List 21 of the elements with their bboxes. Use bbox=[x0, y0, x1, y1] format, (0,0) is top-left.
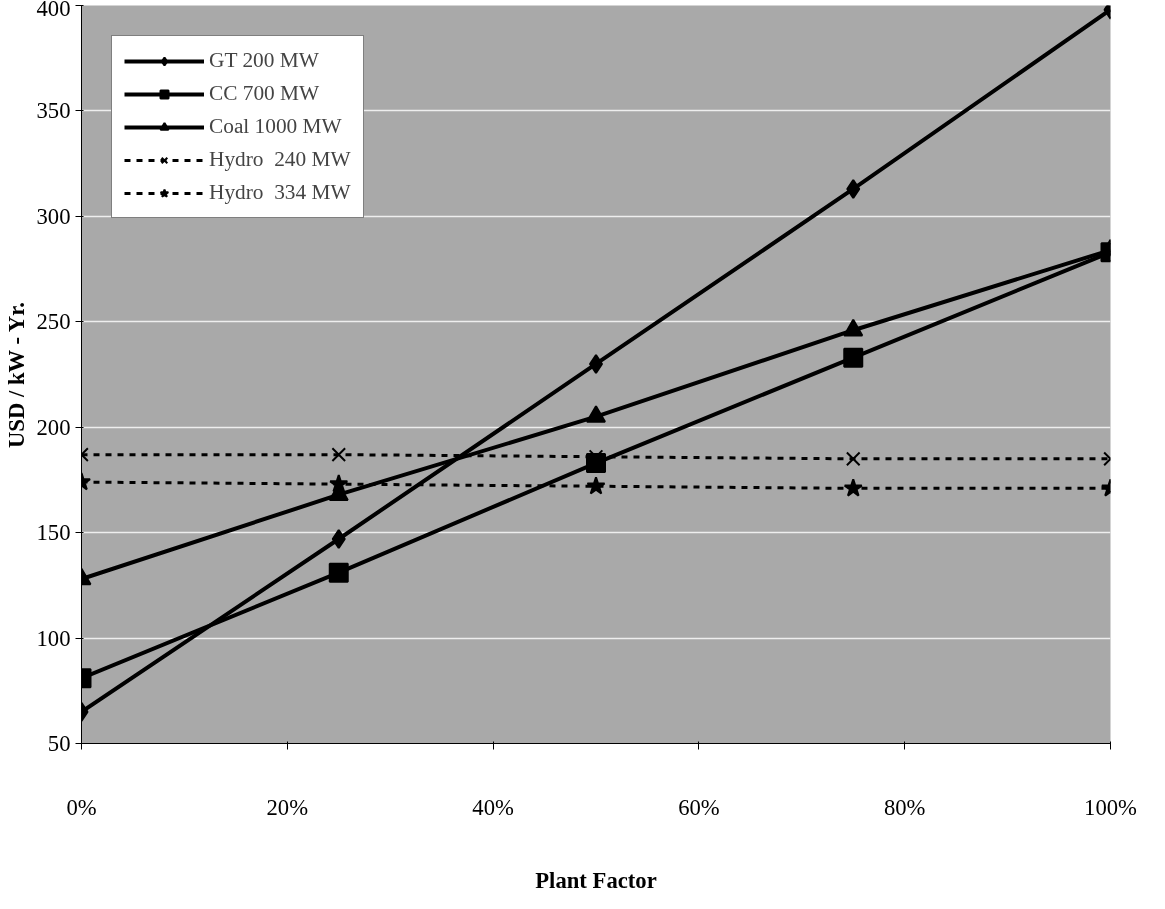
x-tick-label: 20% bbox=[266, 794, 309, 820]
y-tick-label: 300 bbox=[36, 203, 71, 229]
y-tick-label: 100 bbox=[36, 625, 71, 651]
y-tick-label: 200 bbox=[36, 414, 71, 440]
x-axis-title: Plant Factor bbox=[535, 867, 657, 893]
legend-label: GT 200 MW bbox=[209, 48, 319, 73]
x-tick-label: 80% bbox=[883, 794, 926, 820]
legend-label: Coal 1000 MW bbox=[209, 114, 342, 139]
x-tick-label: 40% bbox=[472, 794, 514, 820]
x-tick-label: 100% bbox=[1084, 794, 1138, 820]
legend-label: Hydro 334 MW bbox=[209, 180, 351, 205]
y-tick-label: 250 bbox=[36, 309, 71, 335]
legend-label: Hydro 240 MW bbox=[209, 147, 351, 172]
y-tick-label: 50 bbox=[47, 731, 71, 756]
y-tick-label: 400 bbox=[36, 0, 71, 21]
y-tick-label: 350 bbox=[36, 98, 71, 124]
y-tick-label: 150 bbox=[36, 520, 71, 546]
x-tick-label: 60% bbox=[678, 794, 720, 820]
y-axis-title: USD / kW - Yr. bbox=[3, 302, 29, 449]
legend-label: CC 700 MW bbox=[209, 81, 320, 106]
x-tick-label: 0% bbox=[66, 794, 97, 820]
